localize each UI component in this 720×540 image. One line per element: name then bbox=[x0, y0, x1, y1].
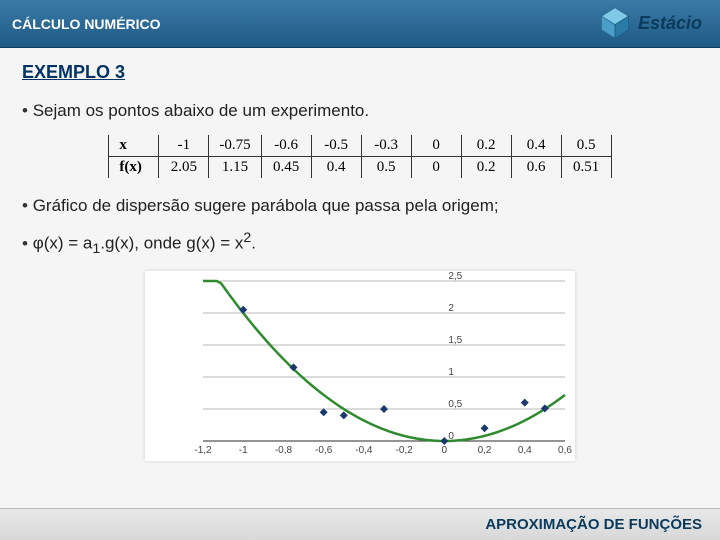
svg-text:1,5: 1,5 bbox=[448, 335, 462, 346]
table-row: x -1 -0.75 -0.6 -0.5 -0.3 0 0.2 0.4 0.5 bbox=[109, 135, 611, 157]
section-title: EXEMPLO 3 bbox=[22, 62, 698, 83]
data-table-wrap: x -1 -0.75 -0.6 -0.5 -0.3 0 0.2 0.4 0.5 … bbox=[22, 135, 698, 178]
footer-text: APROXIMAÇÃO DE FUNÇÕES bbox=[485, 516, 702, 533]
footer-bar: APROXIMAÇÃO DE FUNÇÕES bbox=[0, 508, 720, 540]
svg-text:0,5: 0,5 bbox=[448, 399, 462, 410]
header-bar: CÁLCULO NUMÉRICO Estácio bbox=[0, 0, 720, 48]
svg-text:-0,6: -0,6 bbox=[315, 445, 333, 456]
svg-text:0,6: 0,6 bbox=[558, 445, 572, 456]
svg-text:-0,4: -0,4 bbox=[355, 445, 373, 456]
table-row: f(x) 2.05 1.15 0.45 0.4 0.5 0 0.2 0.6 0.… bbox=[109, 157, 611, 179]
svg-text:1: 1 bbox=[448, 367, 454, 378]
svg-text:0: 0 bbox=[442, 445, 448, 456]
brand-logo-icon bbox=[598, 6, 632, 40]
svg-text:0,4: 0,4 bbox=[518, 445, 532, 456]
bullet-1: Sejam os pontos abaixo de um experimento… bbox=[22, 101, 698, 121]
svg-text:-1: -1 bbox=[239, 445, 248, 456]
svg-text:-0,2: -0,2 bbox=[395, 445, 413, 456]
brand-name: Estácio bbox=[638, 13, 702, 34]
chart-svg: 00,511,522,5-1,2-1-0,8-0,6-0,4-0,200,20,… bbox=[145, 271, 575, 461]
svg-text:-0,8: -0,8 bbox=[275, 445, 293, 456]
svg-text:2: 2 bbox=[448, 303, 454, 314]
scatter-chart: 00,511,522,5-1,2-1-0,8-0,6-0,4-0,200,20,… bbox=[145, 271, 575, 461]
svg-text:-1,2: -1,2 bbox=[194, 445, 212, 456]
bullet-2: Gráfico de dispersão sugere parábola que… bbox=[22, 196, 698, 216]
brand: Estácio bbox=[598, 6, 702, 40]
bullet-3: φ(x) = a1.g(x), onde g(x) = x2. bbox=[22, 230, 698, 257]
course-title: CÁLCULO NUMÉRICO bbox=[12, 16, 161, 32]
content-area: EXEMPLO 3 Sejam os pontos abaixo de um e… bbox=[0, 48, 720, 461]
row-label: x bbox=[109, 135, 159, 157]
svg-text:2,5: 2,5 bbox=[448, 271, 462, 282]
row-label: f(x) bbox=[109, 157, 159, 179]
svg-text:0,2: 0,2 bbox=[478, 445, 492, 456]
data-table: x -1 -0.75 -0.6 -0.5 -0.3 0 0.2 0.4 0.5 … bbox=[108, 135, 611, 178]
